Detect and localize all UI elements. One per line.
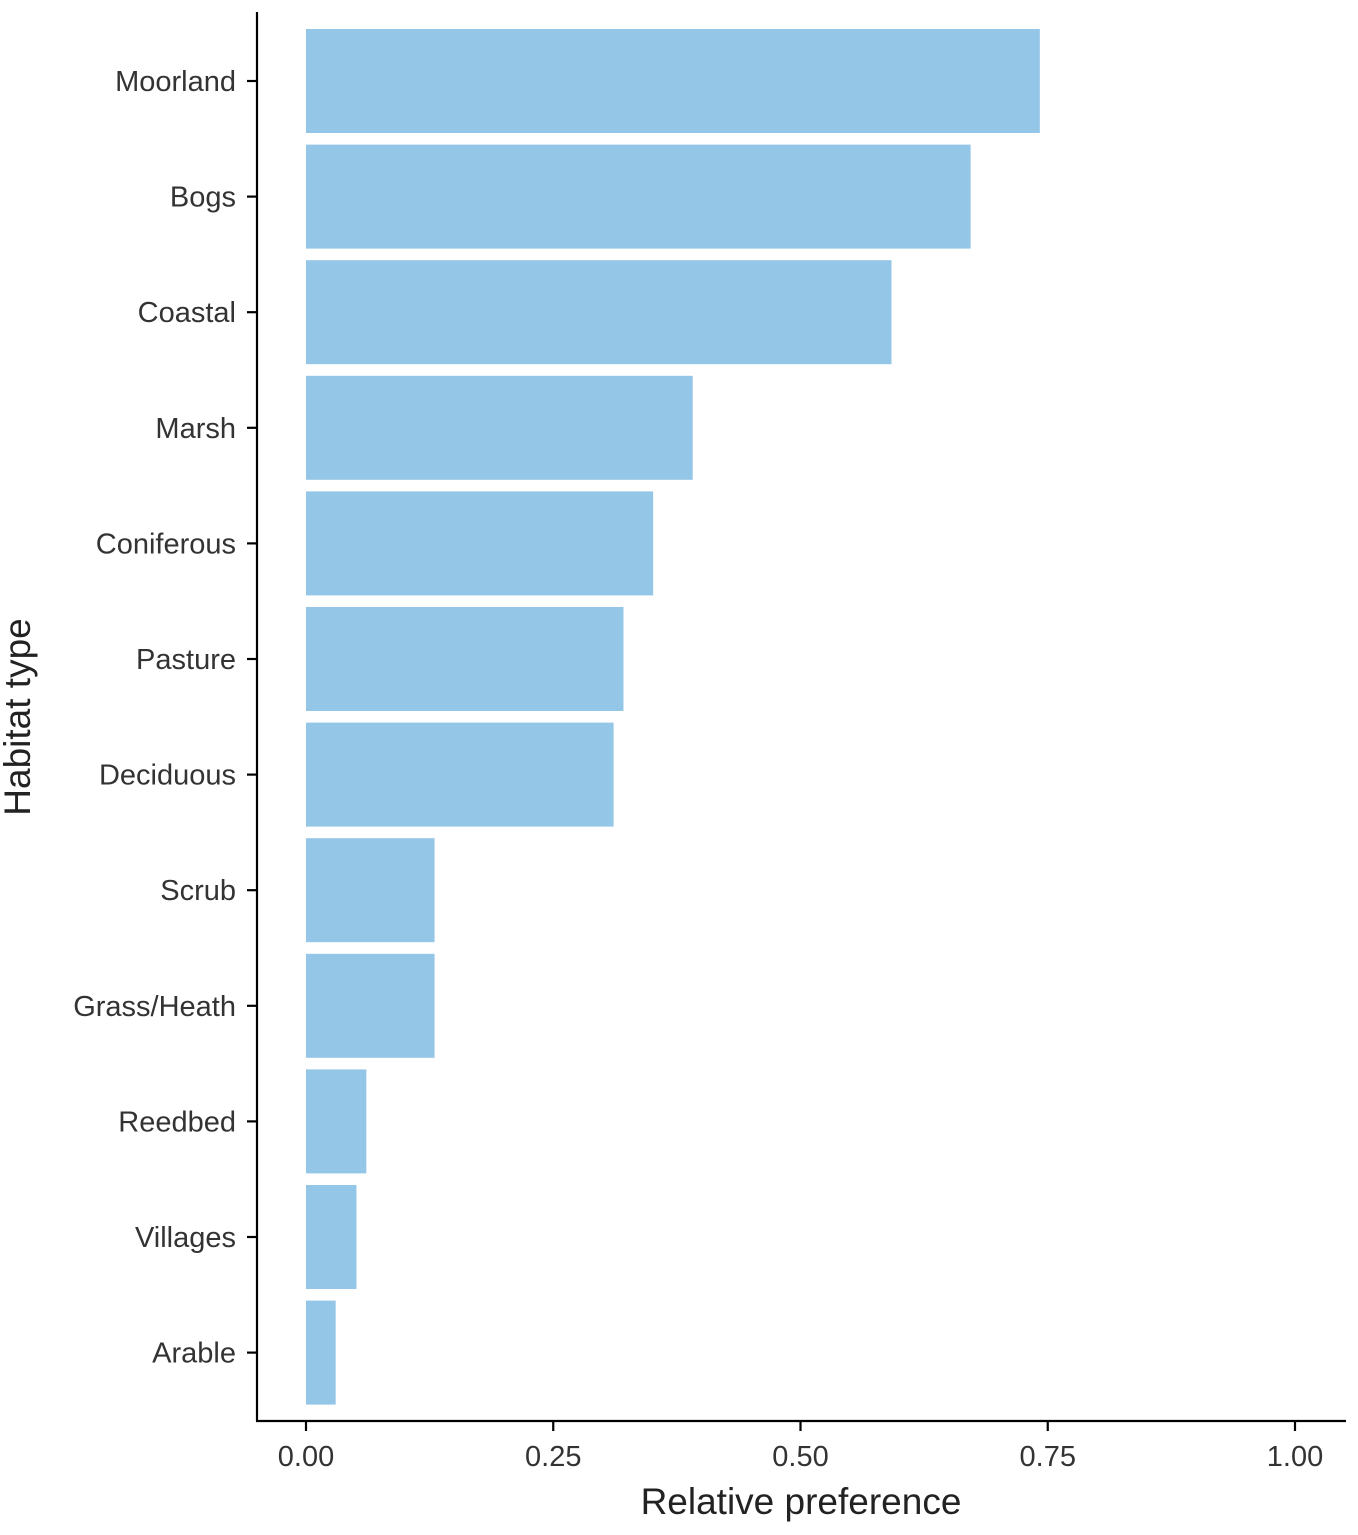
y-tick-label: Moorland bbox=[115, 66, 236, 98]
bar-coastal bbox=[306, 260, 892, 365]
bars-group bbox=[306, 29, 1040, 1405]
y-ticks-group: Moorland Bogs Coastal Marsh Coniferous Pastur… bbox=[73, 66, 257, 1370]
y-tick-label: Deciduous bbox=[99, 760, 236, 792]
y-tick-label: Scrub bbox=[160, 875, 236, 907]
y-tick-label: Villages bbox=[135, 1222, 236, 1254]
bar-moorland bbox=[306, 29, 1040, 133]
bar-marsh bbox=[306, 375, 693, 480]
y-tick-label: Coastal bbox=[138, 297, 236, 329]
y-tick-label: Coniferous bbox=[96, 528, 236, 560]
bar-arable bbox=[306, 1300, 336, 1405]
y-tick-label: Marsh bbox=[155, 413, 236, 445]
x-tick-label: 1.00 bbox=[1267, 1441, 1323, 1473]
y-axis-title: Habitat type bbox=[0, 618, 38, 815]
bar-bogs bbox=[306, 144, 971, 249]
bar-deciduous bbox=[306, 722, 614, 827]
y-tick-label: Bogs bbox=[170, 182, 236, 214]
bar-reedbed bbox=[306, 1069, 367, 1174]
x-ticks-group: 0.00 0.25 0.50 0.75 1.00 bbox=[278, 1421, 1323, 1473]
bar-scrub bbox=[306, 838, 435, 943]
bar-pasture bbox=[306, 607, 624, 711]
bar-coniferous bbox=[306, 491, 654, 596]
y-tick-label: Grass/Heath bbox=[73, 991, 236, 1023]
y-tick-label: Reedbed bbox=[118, 1106, 236, 1138]
x-tick-label: 0.25 bbox=[525, 1441, 581, 1473]
bar-villages bbox=[306, 1185, 357, 1289]
x-tick-label: 0.75 bbox=[1020, 1441, 1076, 1473]
y-tick-label: Arable bbox=[152, 1338, 236, 1370]
x-tick-label: 0.50 bbox=[772, 1441, 828, 1473]
bar-grass-heath bbox=[306, 953, 435, 1058]
x-tick-label: 0.00 bbox=[278, 1441, 334, 1473]
y-tick-label: Pasture bbox=[136, 644, 236, 676]
x-axis-title: Relative preference bbox=[641, 1481, 962, 1522]
